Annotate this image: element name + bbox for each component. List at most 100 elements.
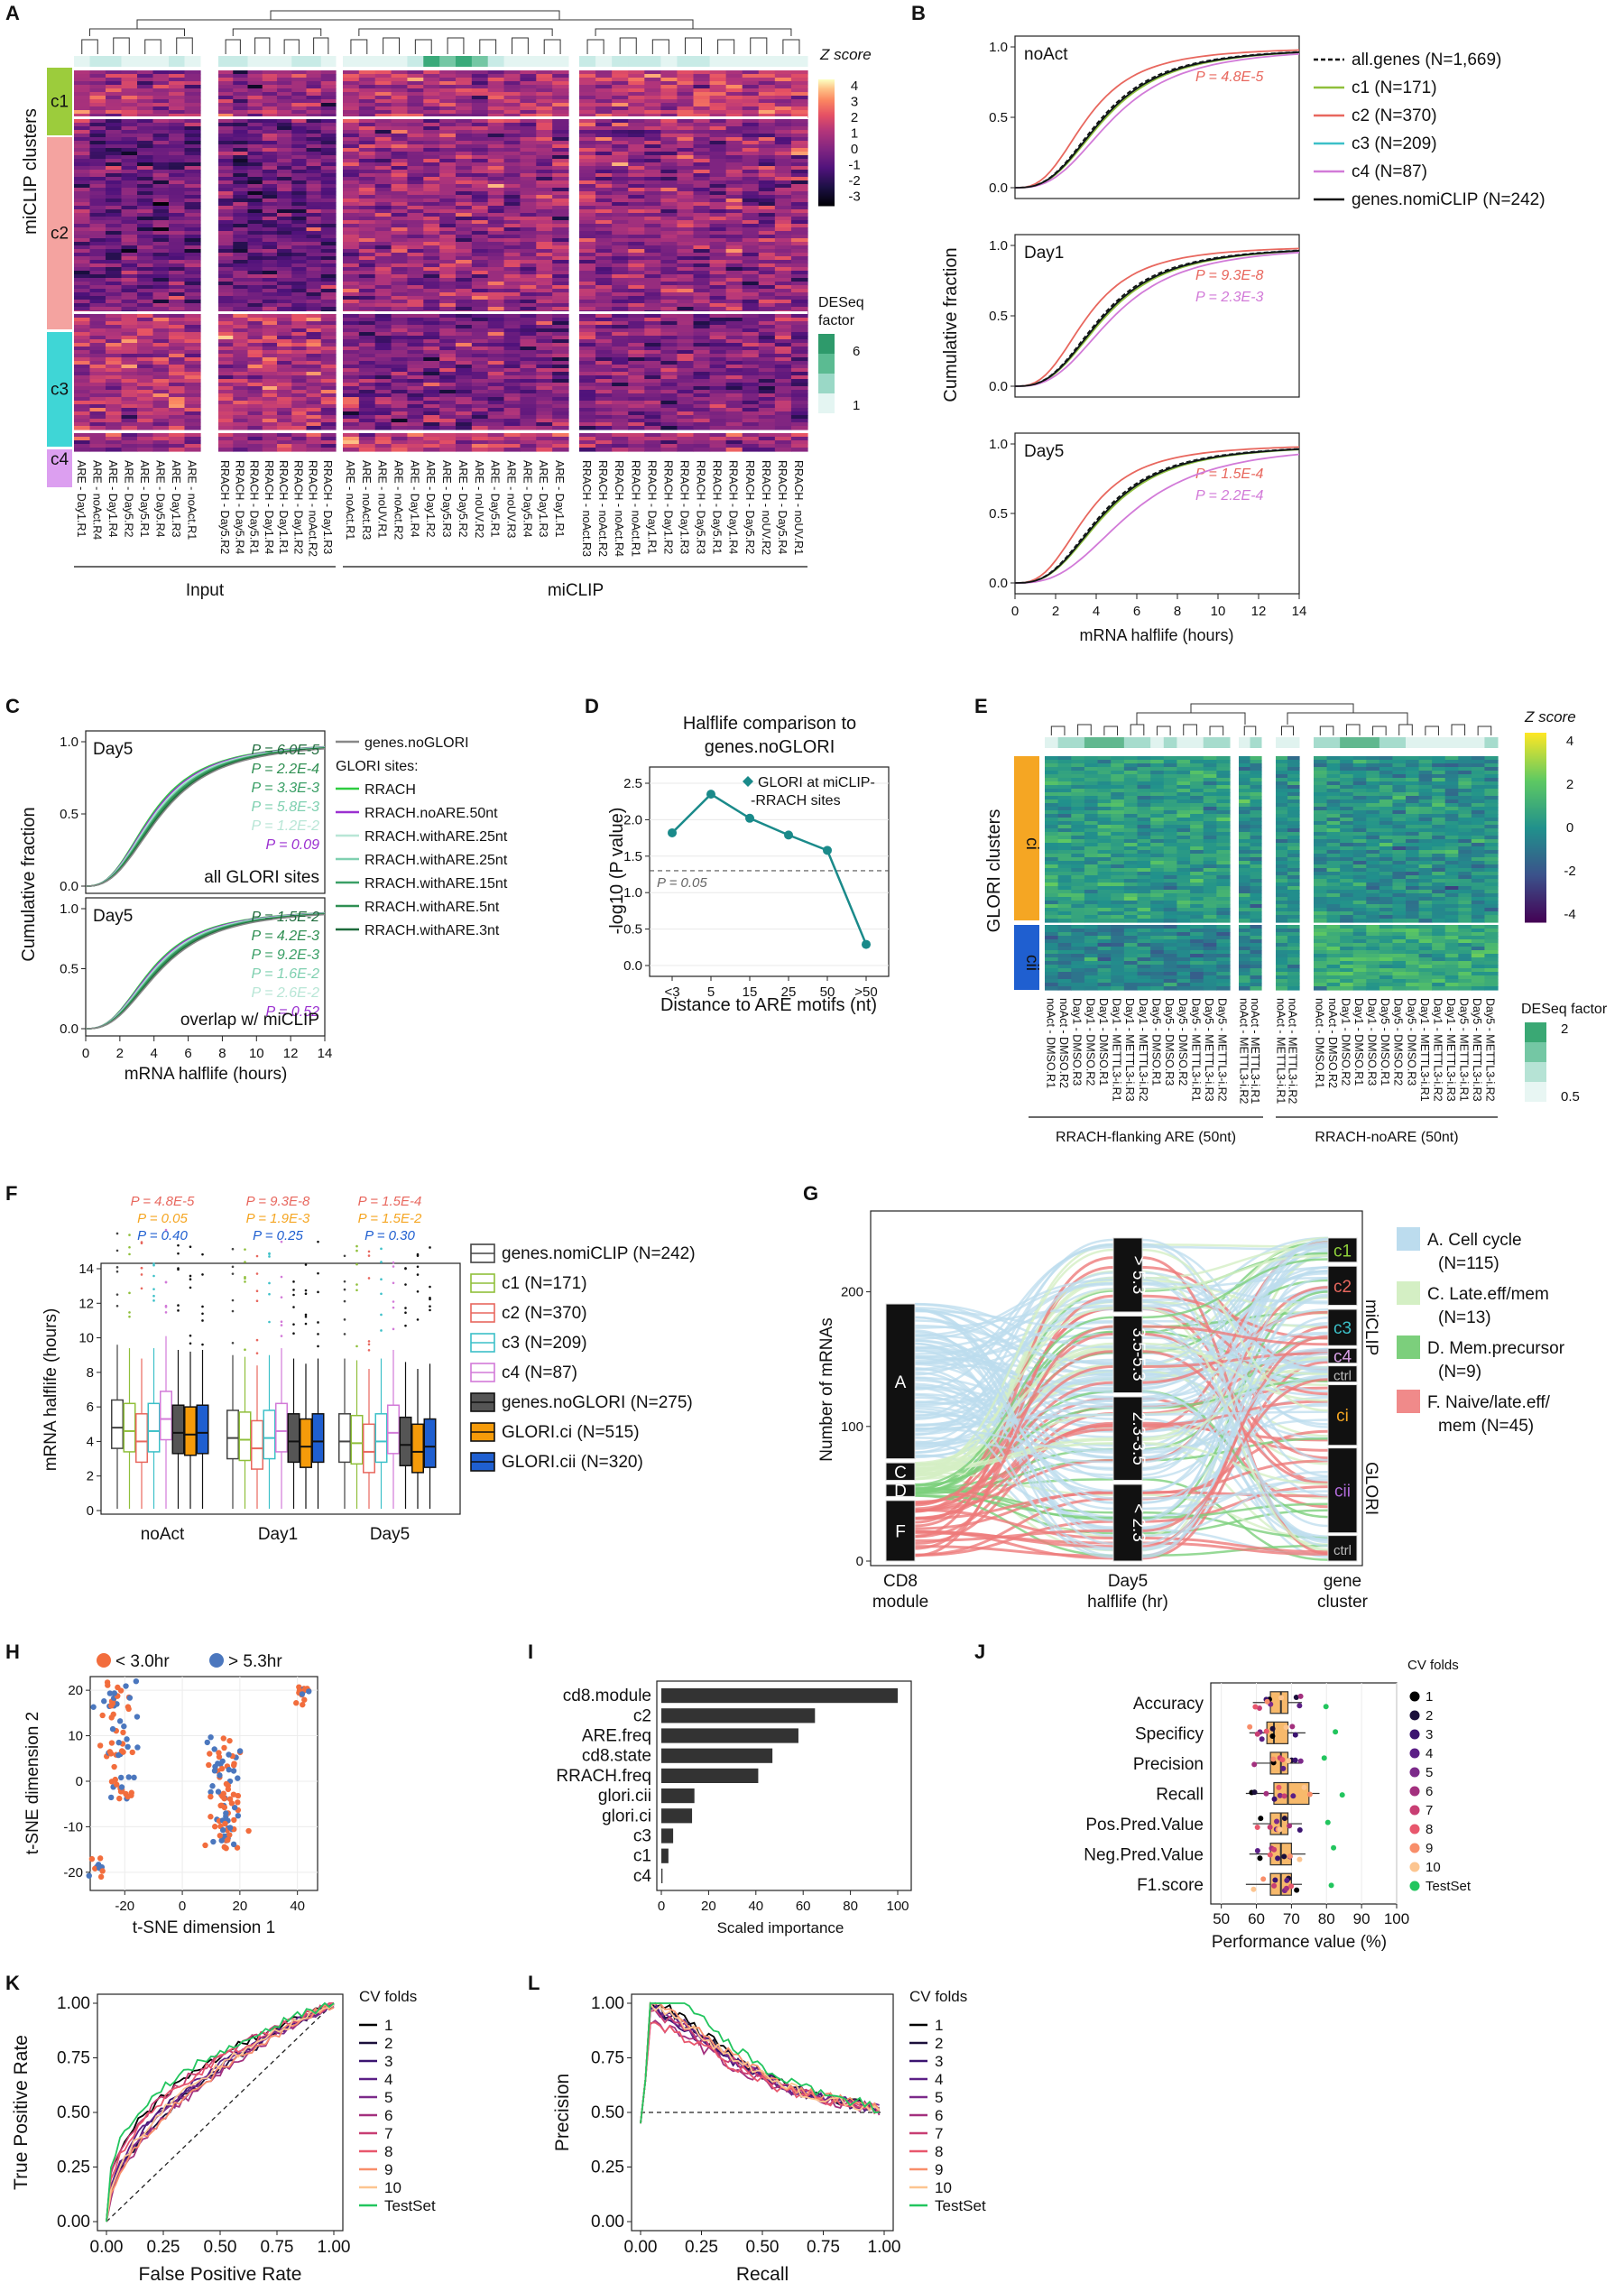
heatmap-cell <box>595 137 613 142</box>
heatmap-cell <box>291 372 308 376</box>
heatmap-cell <box>628 141 645 145</box>
heatmap-cell <box>152 106 170 111</box>
heatmap-cell <box>184 325 201 329</box>
heatmap-cell <box>343 318 360 322</box>
heatmap-cell <box>552 448 569 452</box>
heatmap-cell <box>343 106 360 111</box>
heatmap-cell <box>343 235 360 239</box>
heatmap-cell <box>742 238 760 243</box>
heatmap-cell <box>595 180 613 185</box>
heatmap-cell <box>277 393 292 398</box>
heatmap-cell <box>487 357 505 362</box>
heatmap-cell <box>74 74 91 79</box>
heatmap-cell <box>137 242 154 246</box>
heatmap-cell <box>471 238 489 243</box>
heatmap-cell <box>439 126 457 131</box>
heatmap-cell <box>89 357 106 362</box>
heatmap-cell <box>358 106 376 111</box>
heatmap-cell <box>106 444 123 448</box>
heatmap-cell <box>677 217 695 221</box>
heatmap-cell <box>536 191 553 196</box>
heatmap-cell <box>595 285 613 290</box>
heatmap-cell <box>169 448 186 452</box>
heatmap-cell <box>121 166 138 171</box>
heatmap-cell <box>644 422 661 427</box>
heatmap-cell <box>423 220 440 225</box>
heatmap-cell <box>487 271 505 275</box>
heatmap-cell <box>89 328 106 333</box>
heatmap-cell <box>579 408 596 412</box>
heatmap-cell <box>742 328 760 333</box>
heatmap-cell <box>358 199 376 203</box>
heatmap-cell <box>169 74 186 79</box>
heatmap-cell <box>247 379 263 384</box>
heatmap-cell <box>407 422 424 427</box>
heatmap-cell <box>306 162 322 167</box>
heatmap-cell <box>358 126 376 131</box>
heatmap-cell <box>536 386 553 391</box>
heatmap-cell <box>169 354 186 358</box>
heatmap-cell <box>407 411 424 416</box>
heatmap-cell <box>471 379 489 384</box>
heatmap-cell <box>423 263 440 268</box>
heatmap-cell <box>677 444 695 448</box>
heatmap-cell <box>106 85 123 89</box>
tick-label: 12 <box>1251 604 1267 619</box>
heatmap-cell <box>184 448 201 452</box>
heatmap-cell <box>262 390 278 394</box>
heatmap-cell <box>391 408 409 412</box>
heatmap-cell <box>233 274 249 279</box>
heatmap-cell <box>471 159 489 163</box>
heatmap-cell <box>644 213 661 217</box>
heatmap-cell <box>233 253 249 257</box>
heatmap-cell <box>628 202 645 207</box>
heatmap-cell <box>291 199 308 203</box>
heatmap-cell <box>306 401 322 405</box>
heatmap-cell <box>358 404 376 409</box>
colorbar-step <box>818 142 835 143</box>
p-value-label: P = 1.5E-4 <box>1195 467 1264 482</box>
heatmap-cell <box>320 444 337 448</box>
heatmap-cell <box>423 144 440 149</box>
heatmap-cell <box>343 332 360 337</box>
heatmap-cell <box>644 224 661 228</box>
heatmap-cell <box>487 415 505 420</box>
heatmap-cell <box>169 213 186 217</box>
heatmap-cell <box>579 213 596 217</box>
heatmap-cell <box>579 162 596 167</box>
heatmap-cell <box>758 383 776 387</box>
heatmap-cell <box>709 347 727 351</box>
heatmap-cell <box>277 231 292 236</box>
heatmap-cell <box>612 253 629 257</box>
column-label: ARE - noAct.R3 <box>360 460 373 540</box>
heatmap-cell <box>137 159 154 163</box>
heatmap-cell <box>218 253 234 257</box>
heatmap-cell <box>89 300 106 304</box>
colorbar-step <box>818 85 835 87</box>
heatmap-cell <box>423 401 440 405</box>
heatmap-cell <box>247 148 263 152</box>
heatmap-cell <box>439 106 457 111</box>
heatmap-cell <box>343 274 360 279</box>
colorbar-tick: -2 <box>848 173 860 189</box>
deseq-strip-cell <box>487 56 505 67</box>
heatmap-cell <box>106 271 123 275</box>
heatmap-cell <box>169 440 186 445</box>
heatmap-cell <box>595 408 613 412</box>
heatmap-cell <box>277 245 292 250</box>
heatmap-cell <box>487 184 505 189</box>
heatmap-cell <box>725 379 743 384</box>
heatmap-cell <box>262 307 278 311</box>
heatmap-cell <box>552 332 569 337</box>
heatmap-cell <box>520 296 537 300</box>
heatmap-cell <box>612 296 629 300</box>
heatmap-cell <box>677 372 695 376</box>
heatmap-cell <box>74 282 91 286</box>
heatmap-cell <box>774 437 792 441</box>
heatmap-cell <box>106 285 123 290</box>
heatmap-cell <box>320 106 337 111</box>
heatmap-cell <box>456 209 473 214</box>
heatmap-cell <box>320 103 337 107</box>
heatmap-cell <box>709 375 727 380</box>
heatmap-cell <box>503 253 521 257</box>
